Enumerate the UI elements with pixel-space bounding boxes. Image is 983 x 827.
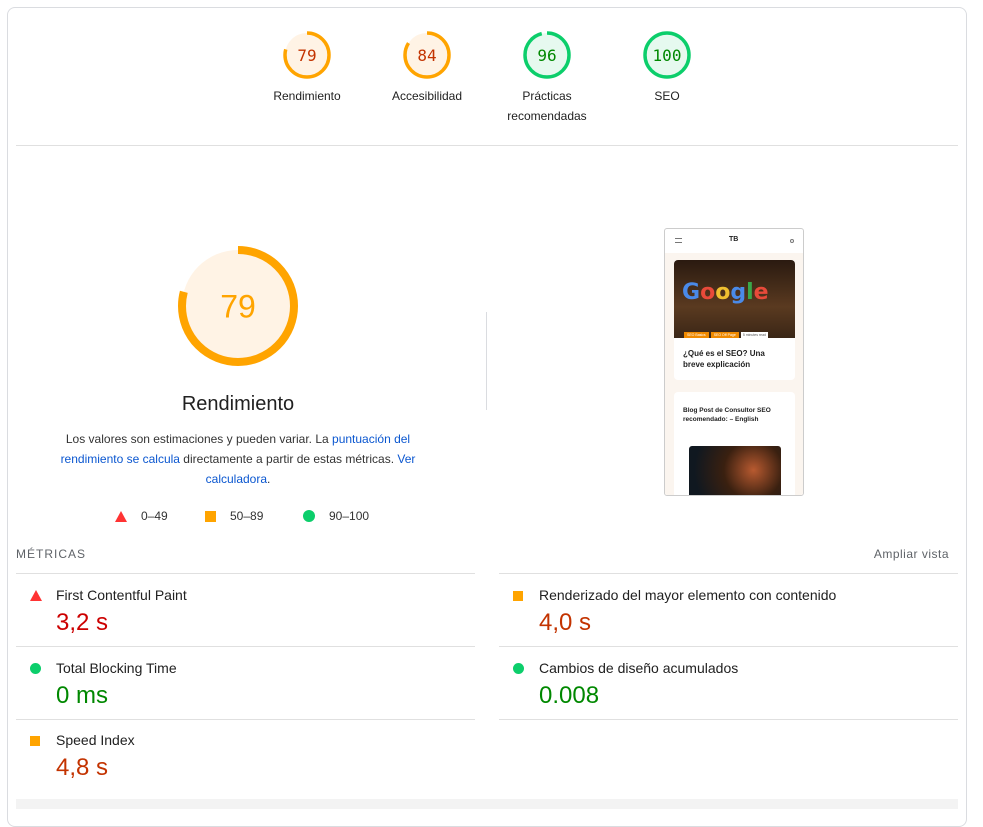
- gauge-arc: [523, 31, 571, 79]
- metric-value: 4,8 s: [56, 754, 109, 781]
- menu-icon: [675, 238, 682, 243]
- legend-range: 0–49: [141, 509, 168, 523]
- square-icon: [513, 591, 523, 601]
- search-icon: [790, 239, 794, 243]
- gauge-label: SEO: [654, 89, 680, 103]
- legend-average: 50–89: [205, 509, 263, 523]
- circle-icon: [30, 663, 41, 674]
- metric-item: Speed Index 4,8 s: [16, 719, 475, 792]
- preview-header: TB: [665, 229, 803, 253]
- metrics-header: MÉTRICAS: [16, 547, 87, 561]
- divider: [16, 145, 958, 146]
- preview-logo: TB: [729, 236, 739, 243]
- circle-icon: [303, 510, 315, 522]
- legend-range: 90–100: [329, 509, 370, 523]
- tag: SEO Off Page: [710, 332, 739, 338]
- metric-value: 4,0 s: [539, 609, 592, 636]
- performance-title: Rendimiento: [181, 393, 295, 415]
- bottom-panel: [16, 799, 958, 809]
- metric-title: Speed Index: [56, 732, 135, 748]
- gauge-arc: [283, 31, 331, 79]
- gauge-rendimiento[interactable]: 79 Rendimiento: [257, 30, 357, 106]
- performance-gauge: 79: [176, 244, 300, 373]
- desc-text: .: [267, 472, 271, 486]
- circle-icon: [513, 663, 524, 674]
- gauge-arc: [643, 31, 691, 79]
- metric-item: Total Blocking Time 0 ms: [16, 646, 475, 719]
- gauge-ring: 79: [283, 31, 331, 79]
- gauge-score: 79: [220, 289, 256, 325]
- metric-title: Cambios de diseño acumulados: [539, 660, 739, 676]
- read-time: 5 minutes read: [740, 332, 768, 338]
- gauge-ring: 84: [403, 31, 451, 79]
- triangle-icon: [30, 590, 42, 601]
- metric-value: 0.008: [539, 682, 600, 709]
- gauge-accesibilidad[interactable]: 84 Accesibilidad: [377, 30, 477, 106]
- tag: SEO Basics: [684, 332, 709, 338]
- gauge-score: 79: [297, 46, 316, 65]
- performance-description: Los valores son estimaciones y pueden va…: [55, 429, 421, 489]
- metric-item: Renderizado del mayor elemento con conte…: [499, 573, 958, 646]
- gauge-ring: 96: [523, 31, 571, 79]
- post-image: Google SEO Basics SEO Off Page 5 minutes…: [674, 260, 795, 338]
- metric-title: Renderizado del mayor elemento con conte…: [539, 587, 837, 603]
- gauge-score: 96: [537, 46, 556, 65]
- gauge-ring: 79: [178, 246, 298, 366]
- divider: [16, 719, 475, 720]
- calculator-link[interactable]: Ver calculadora: [205, 452, 416, 486]
- divider: [486, 312, 487, 410]
- triangle-icon: [115, 510, 127, 522]
- metric-item: Cambios de diseño acumulados 0.008: [499, 646, 958, 719]
- post-title: ¿Qué es el SEO? Una breve explicación: [683, 349, 765, 369]
- legend-fail: 0–49: [115, 509, 168, 523]
- square-icon: [30, 736, 40, 746]
- metric-title: First Contentful Paint: [56, 587, 187, 603]
- gauge-arc: [403, 31, 451, 79]
- post-card[interactable]: Blog Post de Consultor SEO recomendado: …: [674, 392, 795, 495]
- legend-range: 50–89: [230, 509, 264, 523]
- gauge-score: 100: [653, 46, 682, 65]
- desc-text: Los valores son estimaciones y pueden va…: [65, 432, 333, 446]
- post-card[interactable]: Google SEO Basics SEO Off Page 5 minutes…: [674, 260, 795, 380]
- expand-view-toggle[interactable]: Ampliar vista: [873, 547, 949, 561]
- metric-title: Total Blocking Time: [56, 660, 177, 676]
- gauge-score: 84: [417, 46, 436, 65]
- legend-pass: 90–100: [303, 509, 369, 523]
- metric-value: 0 ms: [56, 682, 109, 709]
- metric-value: 3,2 s: [56, 609, 109, 636]
- post-title: Blog Post de Consultor SEO recomendado: …: [683, 407, 771, 423]
- page-screenshot: TB Google SEO Basics SEO Off Page 5 minu…: [664, 228, 804, 496]
- gauge-label: Rendimiento: [273, 89, 341, 103]
- post-image: [689, 446, 781, 495]
- gauge-practicas[interactable]: 96 Prácticas recomendadas: [497, 30, 597, 126]
- square-icon: [205, 510, 216, 522]
- gauge-seo[interactable]: 100 SEO: [617, 30, 717, 106]
- google-logo-image: Google: [682, 280, 769, 305]
- gauge-label: Accesibilidad: [391, 89, 463, 103]
- gauge-ring: 100: [643, 31, 691, 79]
- gauge-arc: [178, 246, 298, 366]
- divider: [499, 719, 958, 720]
- score-calc-link[interactable]: puntuación del rendimiento se calcula: [60, 432, 411, 466]
- gauge-label: Prácticas recomendadas: [507, 89, 587, 123]
- metric-item: First Contentful Paint 3,2 s: [16, 573, 475, 646]
- desc-text: directamente a partir de estas métricas.: [179, 452, 398, 466]
